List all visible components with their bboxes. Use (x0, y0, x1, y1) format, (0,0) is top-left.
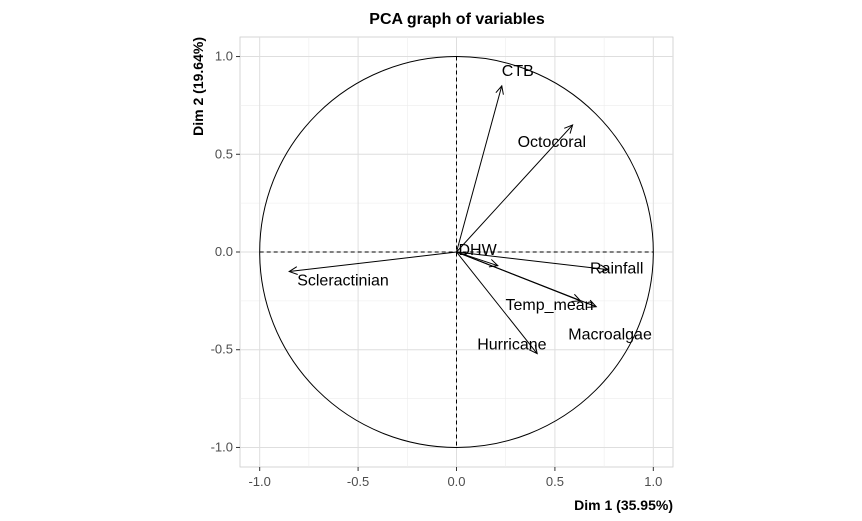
label-rainfall: Rainfall (590, 261, 643, 278)
x-tick-label: 1.0 (644, 474, 662, 489)
x-tick-label: -1.0 (248, 474, 270, 489)
arrowhead-hurricane (528, 344, 538, 355)
arrow-macroalgae (456, 251, 597, 308)
variable-labels: CTB Octocoral DHW Rainfall Temp_mean Macroalg… (297, 63, 652, 354)
chart-title: PCA graph of variables (369, 11, 545, 28)
x-axis-ticks: -1.0 -0.5 0.0 0.5 1.0 (248, 467, 662, 489)
correlation-circle (259, 56, 654, 448)
arrow-scleractinian (289, 251, 457, 273)
arrow-rainfall (456, 251, 609, 271)
variable-arrows (288, 84, 610, 355)
arrowhead-rainfall (599, 264, 610, 274)
unit-circle (259, 56, 654, 448)
y-axis-label: Dim 2 (19.64%) (190, 37, 206, 136)
label-octocoral: Octocoral (518, 134, 586, 151)
label-temp-mean: Temp_mean (505, 297, 593, 314)
arrow-octocoral (456, 124, 573, 253)
y-tick-label: 0.0 (215, 244, 233, 259)
arrowhead-ctb (495, 84, 504, 95)
y-tick-label: -1.0 (211, 439, 233, 454)
arrowhead-macroalgae (587, 299, 598, 308)
x-tick-label: 0.5 (546, 474, 564, 489)
arrowhead-octocoral (564, 124, 574, 134)
arrow-hurricane (456, 251, 538, 354)
y-tick-label: 1.0 (215, 49, 233, 64)
label-ctb: CTB (502, 63, 534, 80)
y-tick-label: -0.5 (211, 342, 233, 357)
label-scleractinian: Scleractinian (297, 273, 389, 290)
arrow-ctb (456, 85, 503, 253)
label-dhw: DHW (459, 242, 498, 259)
y-tick-label: 0.5 (215, 146, 233, 161)
label-macroalgae: Macroalgae (568, 327, 652, 344)
x-axis-label: Dim 1 (35.95%) (574, 497, 673, 513)
y-axis-ticks: -1.0 -0.5 0.0 0.5 1.0 (211, 49, 240, 454)
x-tick-label: 0.0 (447, 474, 465, 489)
label-hurricane: Hurricane (477, 337, 546, 354)
arrowhead-scleractinian (288, 266, 298, 275)
x-tick-label: -0.5 (347, 474, 369, 489)
